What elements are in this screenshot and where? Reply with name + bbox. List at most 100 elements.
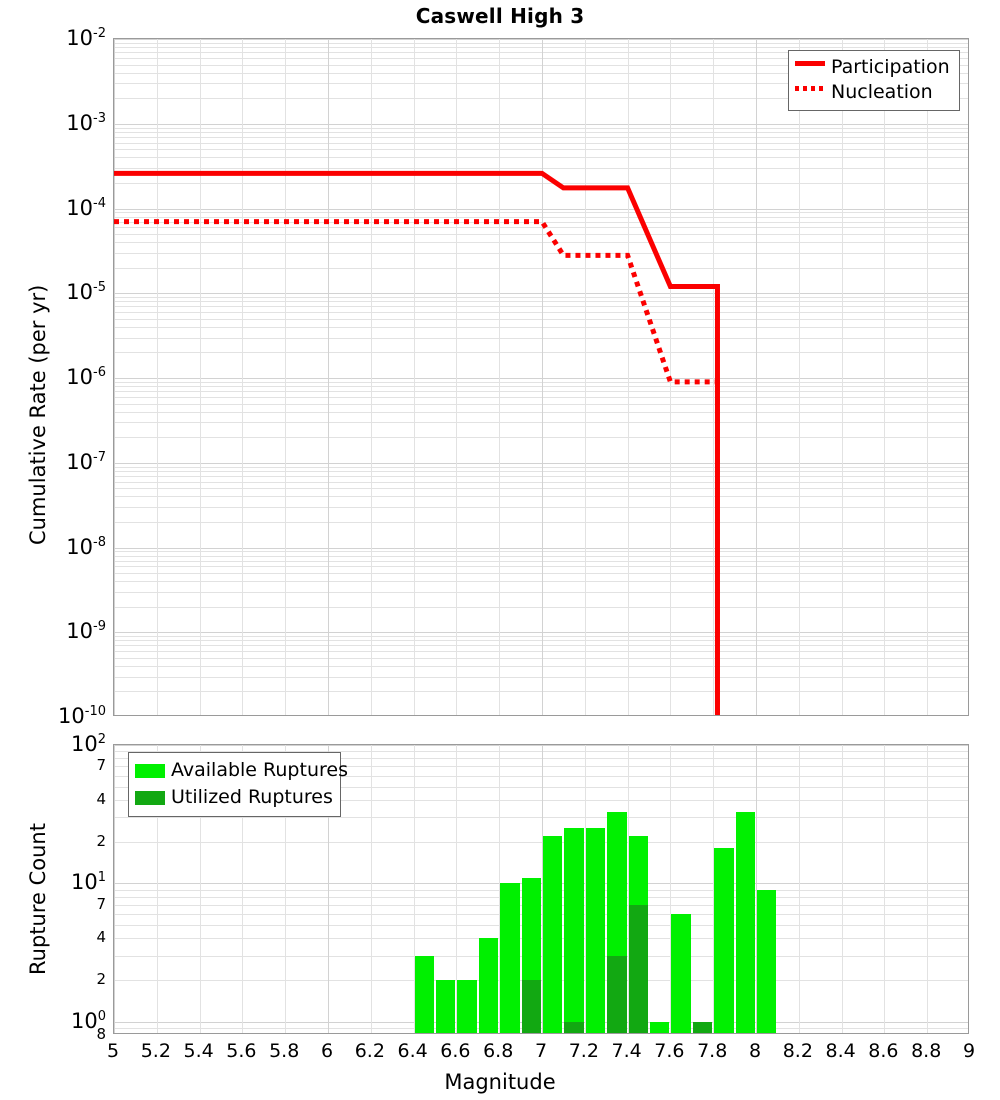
gridline	[114, 475, 968, 477]
gridline	[114, 657, 968, 659]
gridline	[242, 39, 244, 715]
gridline	[114, 403, 968, 405]
gridline	[114, 157, 968, 159]
gridline	[456, 39, 458, 715]
y-tick: 10-4	[66, 195, 106, 220]
gridline	[114, 1027, 968, 1029]
gridline	[328, 39, 329, 715]
rupture-bar	[543, 835, 563, 1033]
rupture-bar	[457, 979, 477, 1033]
gridline	[114, 216, 968, 218]
gridline	[114, 924, 968, 926]
gridline	[713, 745, 715, 1033]
gridline	[114, 555, 968, 557]
gridline	[114, 352, 968, 354]
gridline	[114, 227, 968, 229]
solid-line-icon	[795, 60, 825, 75]
utilized-segment	[628, 904, 648, 1033]
gridline	[114, 466, 968, 468]
rupture-bar	[757, 889, 777, 1033]
available-segment	[436, 979, 456, 1033]
available-segment	[671, 913, 691, 1033]
gridline	[114, 591, 968, 593]
rupture-bar	[650, 1021, 670, 1033]
gridline	[114, 496, 968, 498]
gridline	[627, 745, 629, 1033]
gridline	[114, 507, 968, 509]
gridline	[841, 745, 843, 1033]
x-tick: 6.4	[397, 1040, 428, 1062]
bottom-y-axis-label: Rupture Count	[26, 823, 50, 975]
rupture-bar	[692, 1021, 713, 1033]
rupture-bar	[564, 828, 584, 1033]
gridline	[114, 581, 968, 583]
gridline	[114, 72, 968, 74]
x-tick: 7.8	[697, 1040, 728, 1062]
gridline	[542, 745, 543, 1033]
y-tick: 10-10	[58, 704, 106, 728]
available-segment	[714, 847, 734, 1033]
y-tick: 102	[70, 732, 106, 756]
gridline	[798, 39, 800, 715]
gridline	[114, 640, 968, 642]
cumulative-rate-plot	[113, 38, 969, 716]
available-segment	[585, 828, 606, 1033]
gridline	[114, 422, 968, 424]
gridline	[114, 142, 968, 144]
y-tick: 4	[96, 790, 106, 809]
gridline	[114, 42, 968, 44]
gridline	[114, 396, 968, 398]
gridline	[114, 318, 968, 320]
curve-participation	[114, 170, 720, 715]
rupture-bars	[114, 745, 968, 1033]
legend-item-utilized-ruptures[interactable]: Utilized Ruptures	[135, 784, 333, 811]
y-tick: 2	[96, 831, 106, 850]
gridline	[114, 751, 968, 753]
y-tick: 10-9	[66, 619, 106, 644]
rate-legend: Participation Nucleation	[788, 50, 960, 111]
x-tick: 7.4	[611, 1040, 642, 1062]
dotted-line-icon	[795, 85, 825, 100]
y-tick: 10-8	[66, 534, 106, 559]
utilized-segment	[607, 955, 627, 1033]
x-tick: 6.2	[354, 1040, 385, 1062]
available-segment	[500, 883, 520, 1033]
gridline	[114, 645, 968, 647]
gridline	[114, 293, 968, 295]
gridline	[114, 573, 968, 574]
gridline	[114, 758, 968, 760]
available-segment	[564, 828, 584, 1033]
gridline	[285, 39, 287, 715]
rupture-bar	[521, 877, 541, 1033]
y-tick: 10-6	[66, 365, 106, 389]
bottom-y-tick-labels: 102 7 4 2 101 7 4 2 100 8	[0, 0, 106, 1100]
gridline	[114, 182, 968, 184]
utilized-segment	[521, 979, 541, 1033]
legend-label: Participation	[831, 56, 950, 78]
curve-nucleation	[114, 219, 720, 715]
gridline	[841, 39, 843, 715]
gridline	[114, 745, 115, 1033]
gridline	[114, 547, 968, 549]
available-segment	[414, 955, 434, 1033]
gridline	[114, 632, 968, 634]
legend-item-available-ruptures[interactable]: Available Ruptures	[135, 757, 348, 784]
available-segment	[650, 1021, 670, 1033]
gridline	[156, 39, 158, 715]
gridline	[114, 168, 968, 170]
y-tick: 10-7	[66, 449, 106, 474]
rupture-bar	[735, 811, 755, 1033]
x-tick-labels: 5 5.2 5.4 5.6 5.8 6 6.2 6.4 6.6 6.8 7 7.2 7.4 7.6 7.8 8…	[0, 1040, 1000, 1068]
gridline	[114, 775, 968, 777]
legend-item-nucleation[interactable]: Nucleation	[795, 80, 952, 105]
gridline	[114, 252, 968, 254]
legend-item-participation[interactable]: Participation	[795, 55, 952, 80]
gridline	[114, 98, 968, 100]
gridline	[499, 745, 501, 1033]
x-tick: 6.6	[440, 1040, 471, 1062]
gridline	[114, 955, 968, 957]
gridline	[114, 560, 968, 562]
gridline	[542, 39, 543, 715]
x-tick: 5.2	[140, 1040, 171, 1062]
available-segment	[757, 889, 777, 1033]
